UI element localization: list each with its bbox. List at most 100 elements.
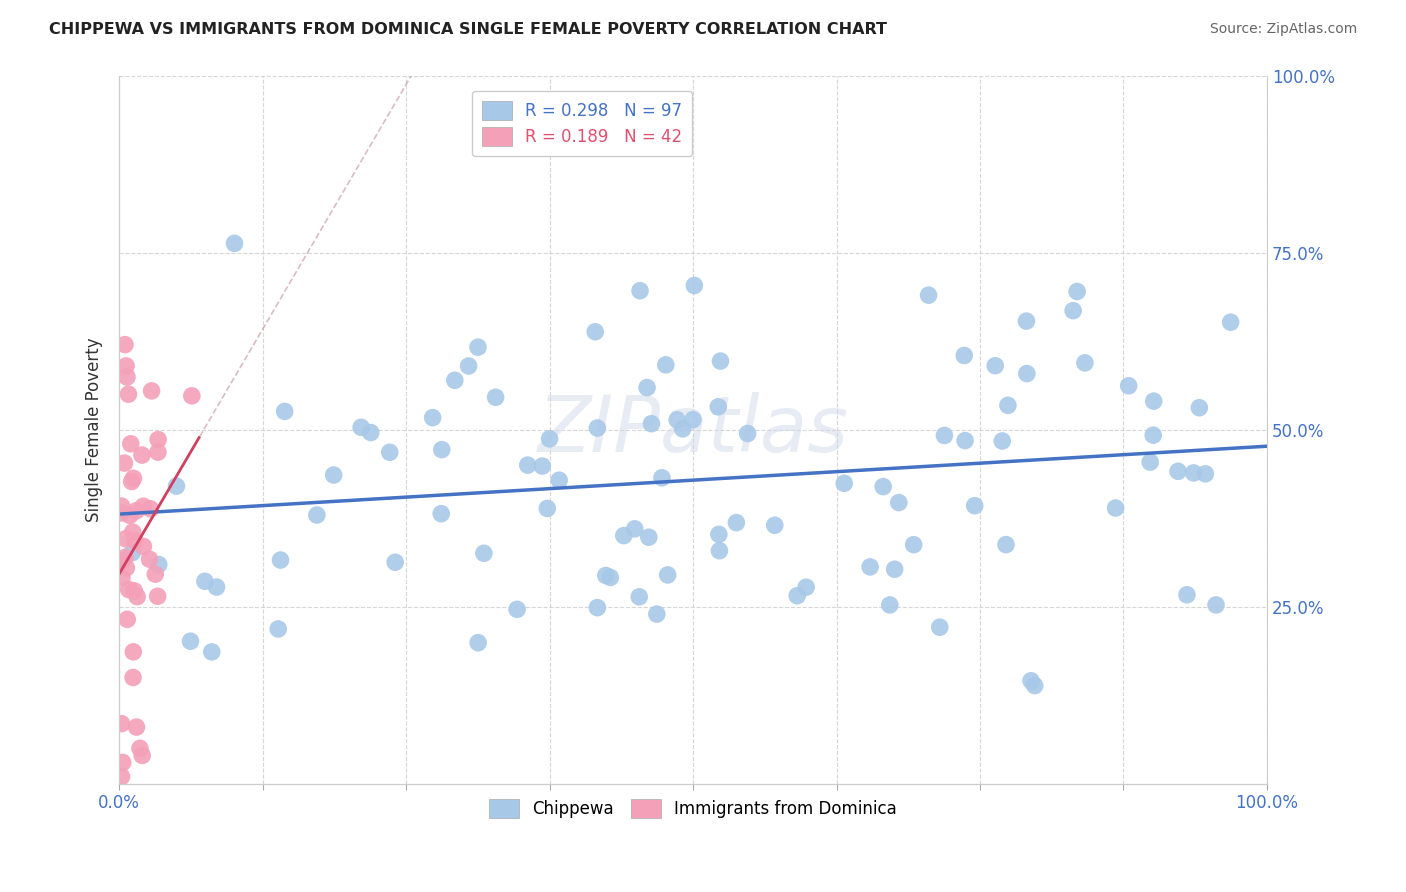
Point <box>709 543 731 558</box>
Point <box>506 602 529 616</box>
Point <box>1139 455 1161 469</box>
Point <box>430 442 453 457</box>
Point <box>115 359 138 373</box>
Point <box>1205 598 1227 612</box>
Point <box>467 636 489 650</box>
Point <box>786 589 808 603</box>
Point <box>1219 315 1241 329</box>
Point <box>111 571 134 585</box>
Text: ZIPatlas: ZIPatlas <box>537 392 849 467</box>
Point <box>725 516 748 530</box>
Point <box>683 278 706 293</box>
Point <box>595 568 617 582</box>
Point <box>132 540 155 554</box>
Point <box>457 359 479 373</box>
Point <box>132 499 155 513</box>
Point <box>166 479 188 493</box>
Point <box>267 622 290 636</box>
Point <box>613 528 636 542</box>
Point <box>538 432 561 446</box>
Point <box>125 504 148 518</box>
Point <box>146 589 169 603</box>
Point <box>205 580 228 594</box>
Point <box>953 349 976 363</box>
Point <box>832 476 855 491</box>
Point <box>139 501 162 516</box>
Text: Source: ZipAtlas.com: Source: ZipAtlas.com <box>1209 22 1357 37</box>
Point <box>887 495 910 509</box>
Point <box>516 458 538 472</box>
Point <box>430 507 453 521</box>
Point <box>121 475 143 489</box>
Point <box>467 340 489 354</box>
Point <box>179 634 201 648</box>
Point <box>117 387 139 401</box>
Point <box>640 417 662 431</box>
Point <box>110 770 132 784</box>
Point <box>224 236 246 251</box>
Point <box>122 471 145 485</box>
Point <box>997 398 1019 412</box>
Point <box>129 741 152 756</box>
Point <box>1118 378 1140 392</box>
Point <box>146 433 169 447</box>
Point <box>114 532 136 546</box>
Point <box>122 583 145 598</box>
Point <box>763 518 786 533</box>
Point <box>1182 466 1205 480</box>
Point <box>148 558 170 572</box>
Point <box>117 612 139 626</box>
Point <box>110 554 132 568</box>
Point <box>903 538 925 552</box>
Point <box>180 389 202 403</box>
Point <box>194 574 217 589</box>
Point <box>1015 367 1038 381</box>
Point <box>1142 428 1164 442</box>
Point <box>125 720 148 734</box>
Point <box>124 533 146 548</box>
Point <box>384 555 406 569</box>
Point <box>994 538 1017 552</box>
Point <box>1188 401 1211 415</box>
Point <box>485 390 508 404</box>
Point <box>1074 356 1097 370</box>
Point <box>628 284 651 298</box>
Point <box>586 600 609 615</box>
Point <box>991 434 1014 448</box>
Point <box>115 370 138 384</box>
Point <box>657 568 679 582</box>
Point <box>928 620 950 634</box>
Point <box>682 412 704 426</box>
Point <box>872 480 894 494</box>
Point <box>645 607 668 621</box>
Y-axis label: Single Female Poverty: Single Female Poverty <box>86 337 103 522</box>
Point <box>443 373 465 387</box>
Point <box>879 598 901 612</box>
Point <box>350 420 373 434</box>
Point <box>984 359 1007 373</box>
Point <box>472 546 495 560</box>
Point <box>794 580 817 594</box>
Point <box>114 550 136 565</box>
Point <box>707 400 730 414</box>
Point <box>1104 501 1126 516</box>
Point <box>201 645 224 659</box>
Point <box>636 380 658 394</box>
Point <box>1019 673 1042 688</box>
Point <box>118 582 141 597</box>
Point <box>707 527 730 541</box>
Point <box>599 570 621 584</box>
Point <box>122 645 145 659</box>
Point <box>121 545 143 559</box>
Point <box>1024 679 1046 693</box>
Point <box>531 458 554 473</box>
Point <box>628 590 651 604</box>
Point <box>651 471 673 485</box>
Point <box>322 468 344 483</box>
Point <box>118 508 141 523</box>
Point <box>114 337 136 351</box>
Point <box>536 501 558 516</box>
Point <box>917 288 939 302</box>
Point <box>953 434 976 448</box>
Point <box>637 530 659 544</box>
